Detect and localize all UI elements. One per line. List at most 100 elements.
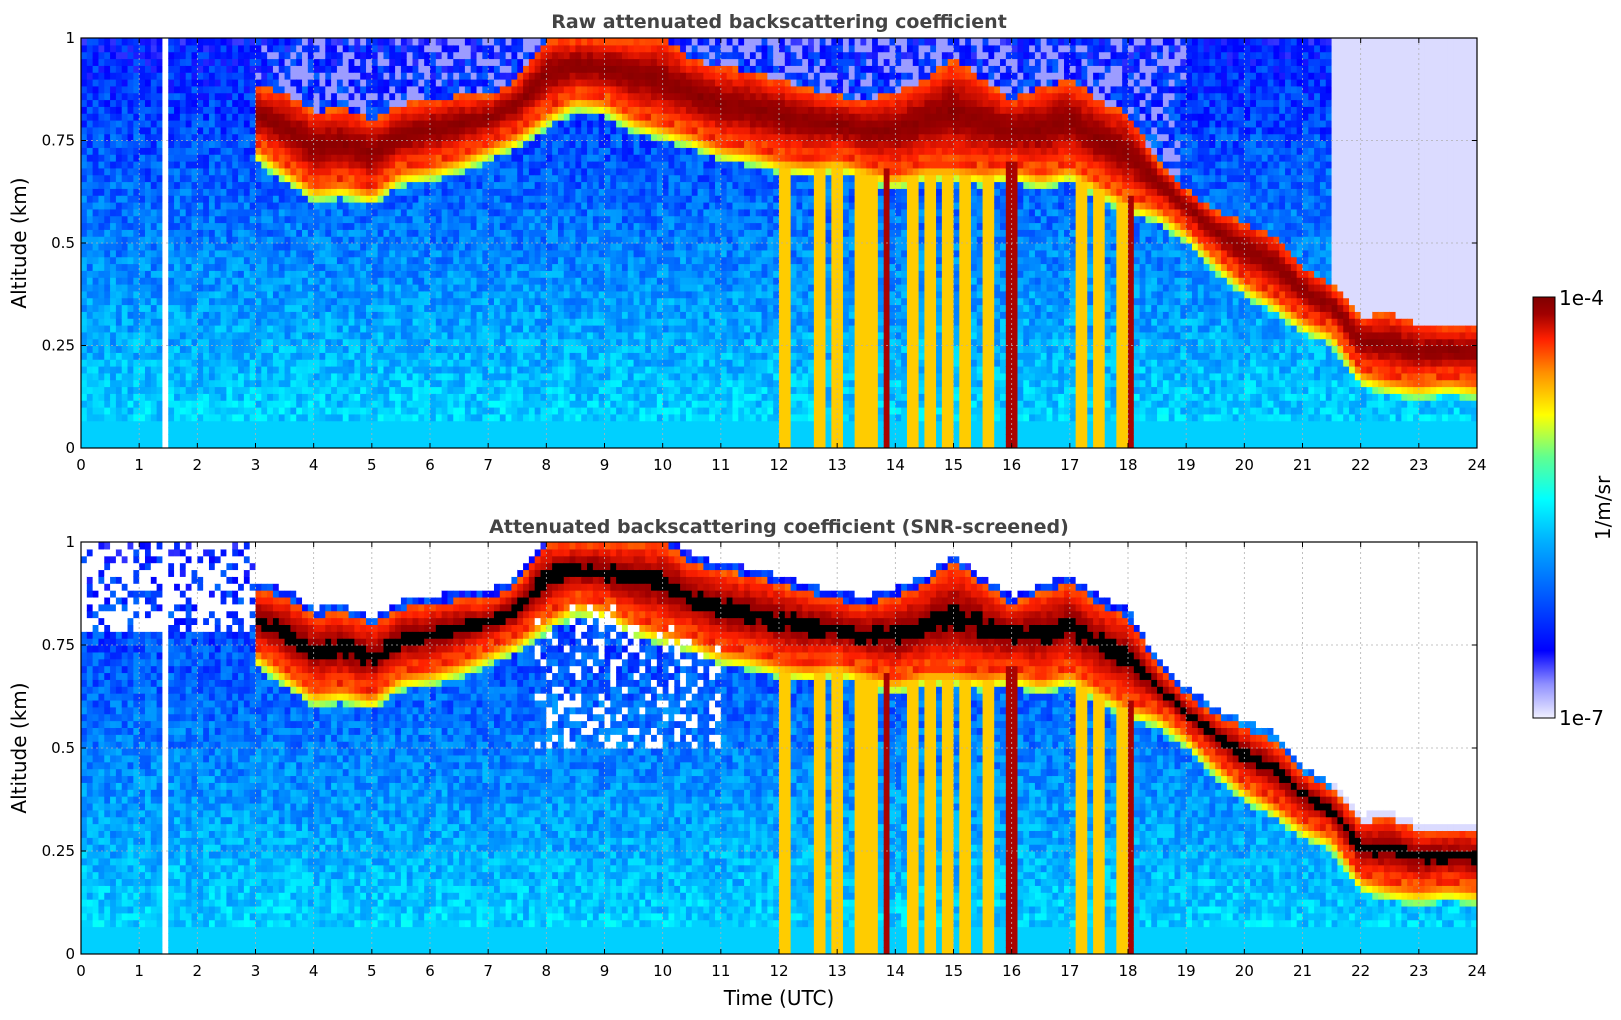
heatmap-cell (232, 127, 238, 134)
heatmap-cell (279, 243, 285, 250)
heatmap-cell (110, 120, 116, 127)
heatmap-cell (186, 305, 192, 312)
heatmap-cell (87, 106, 93, 113)
heatmap-cell (389, 380, 395, 387)
heatmap-cell (372, 93, 378, 100)
heatmap-cell (349, 291, 355, 298)
heatmap-cell (226, 264, 232, 271)
heatmap-cell (343, 72, 349, 79)
heatmap-cell (256, 346, 262, 353)
heatmap-cell (285, 421, 291, 428)
heatmap-cell (244, 86, 250, 93)
heatmap-cell (372, 209, 378, 216)
heatmap-cell (221, 373, 227, 380)
heatmap-cell (366, 182, 372, 189)
heatmap-cell (389, 45, 395, 52)
heatmap-cell (139, 65, 145, 72)
heatmap-cell (203, 277, 209, 284)
heatmap-cell (180, 243, 186, 250)
heatmap-cell (238, 393, 244, 400)
heatmap-cell (98, 79, 104, 86)
heatmap-cell (314, 407, 320, 414)
heatmap-cell (151, 223, 157, 230)
heatmap-cell (186, 182, 192, 189)
heatmap-cell (314, 380, 320, 387)
heatmap-cell (87, 270, 93, 277)
heatmap-cell (325, 120, 331, 127)
heatmap-cell (232, 168, 238, 175)
heatmap-cell (98, 113, 104, 120)
heatmap-cell (226, 141, 232, 148)
heatmap-cell (81, 305, 87, 312)
heatmap-cell (168, 45, 174, 52)
heatmap-cell (168, 380, 174, 387)
heatmap-cell (122, 332, 128, 339)
heatmap-cell (128, 434, 134, 441)
heatmap-cell (267, 373, 273, 380)
heatmap-cell (157, 291, 163, 298)
heatmap-cell (314, 270, 320, 277)
heatmap-cell (319, 38, 325, 45)
heatmap-cell (325, 86, 331, 93)
heatmap-cell (157, 366, 163, 373)
heatmap-cell (238, 59, 244, 66)
heatmap-cell (261, 414, 267, 421)
heatmap-cell (372, 421, 378, 428)
heatmap-cell (267, 45, 273, 52)
heatmap-cell (244, 380, 250, 387)
heatmap-cell (256, 332, 262, 339)
heatmap-cell (256, 202, 262, 209)
heatmap-cell (93, 277, 99, 284)
heatmap-cell (261, 113, 267, 120)
heatmap-cell (302, 216, 308, 223)
heatmap-cell (221, 284, 227, 291)
heatmap-cell (273, 366, 279, 373)
heatmap-cell (116, 209, 122, 216)
heatmap-cell (314, 366, 320, 373)
heatmap-cell (302, 352, 308, 359)
heatmap-cell (302, 243, 308, 250)
heatmap-cell (256, 93, 262, 100)
heatmap-cell (81, 52, 87, 59)
heatmap-cell (372, 154, 378, 161)
heatmap-cell (238, 45, 244, 52)
heatmap-cell (354, 366, 360, 373)
heatmap-cell (180, 250, 186, 257)
heatmap-cell (256, 393, 262, 400)
heatmap-cell (296, 311, 302, 318)
heatmap-cell (256, 400, 262, 407)
heatmap-cell (261, 154, 267, 161)
heatmap-cell (186, 209, 192, 216)
heatmap-cell (296, 202, 302, 209)
heatmap-cell (116, 407, 122, 414)
heatmap-cell (139, 147, 145, 154)
heatmap-cell (319, 120, 325, 127)
heatmap-cell (238, 270, 244, 277)
heatmap-cell (180, 359, 186, 366)
heatmap-cell (354, 45, 360, 52)
heatmap-cell (157, 113, 163, 120)
heatmap-cell (81, 434, 87, 441)
heatmap-cell (93, 352, 99, 359)
heatmap-cell (290, 318, 296, 325)
heatmap-cell (319, 216, 325, 223)
heatmap-cell (383, 120, 389, 127)
heatmap-cell (116, 352, 122, 359)
heatmap-cell (331, 195, 337, 202)
heatmap-cell (209, 141, 215, 148)
heatmap-cell (232, 387, 238, 394)
heatmap-cell (104, 141, 110, 148)
heatmap-cell (145, 106, 151, 113)
heatmap-cell (221, 352, 227, 359)
heatmap-cell (319, 318, 325, 325)
heatmap-cell (290, 127, 296, 134)
heatmap-cell (360, 223, 366, 230)
heatmap-cell (133, 387, 139, 394)
heatmap-cell (331, 175, 337, 182)
heatmap-cell (98, 352, 104, 359)
heatmap-cell (93, 45, 99, 52)
heatmap-cell (157, 202, 163, 209)
heatmap-cell (98, 182, 104, 189)
heatmap-cell (203, 400, 209, 407)
heatmap-cell (378, 106, 384, 113)
